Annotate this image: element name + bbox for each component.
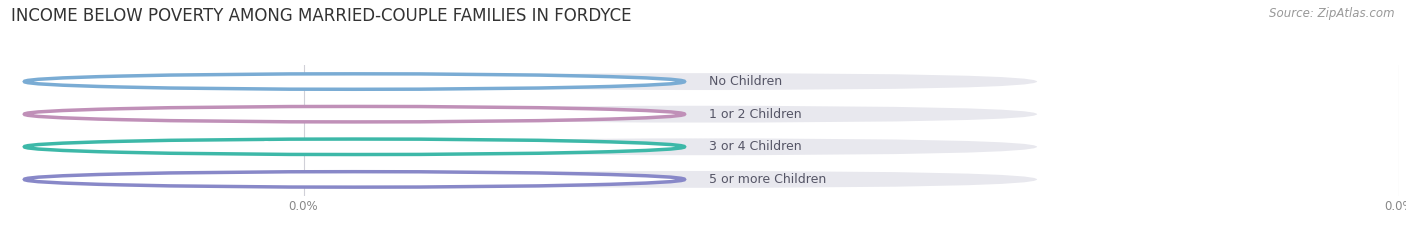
Text: 0.0%: 0.0% <box>262 75 297 88</box>
Text: 0.0%: 0.0% <box>262 140 297 153</box>
Text: 0.0%: 0.0% <box>262 173 297 186</box>
Circle shape <box>24 106 685 122</box>
Circle shape <box>24 172 685 187</box>
Circle shape <box>24 74 685 89</box>
Text: No Children: No Children <box>709 75 782 88</box>
FancyBboxPatch shape <box>368 73 1038 90</box>
Text: 1 or 2 Children: 1 or 2 Children <box>709 108 801 121</box>
FancyBboxPatch shape <box>368 171 1038 188</box>
Text: 0.0%: 0.0% <box>262 108 297 121</box>
Text: Source: ZipAtlas.com: Source: ZipAtlas.com <box>1270 7 1395 20</box>
Text: INCOME BELOW POVERTY AMONG MARRIED-COUPLE FAMILIES IN FORDYCE: INCOME BELOW POVERTY AMONG MARRIED-COUPL… <box>11 7 631 25</box>
Circle shape <box>24 139 685 154</box>
Text: 3 or 4 Children: 3 or 4 Children <box>709 140 801 153</box>
Text: 5 or more Children: 5 or more Children <box>709 173 827 186</box>
FancyBboxPatch shape <box>368 106 1038 123</box>
FancyBboxPatch shape <box>368 138 1038 155</box>
